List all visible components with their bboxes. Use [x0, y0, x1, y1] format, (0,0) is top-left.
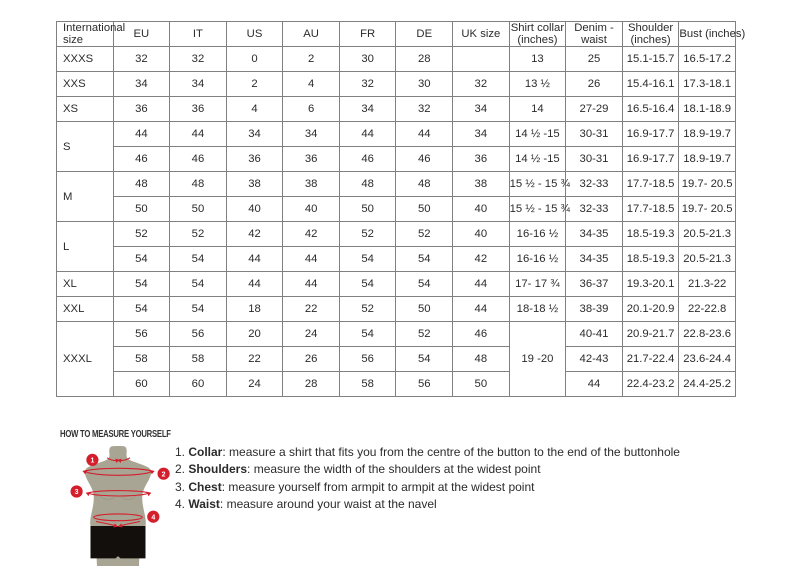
svg-text:3: 3 — [75, 489, 79, 496]
svg-text:4: 4 — [151, 514, 155, 521]
svg-text:1: 1 — [90, 458, 94, 465]
svg-text:2: 2 — [162, 471, 166, 478]
